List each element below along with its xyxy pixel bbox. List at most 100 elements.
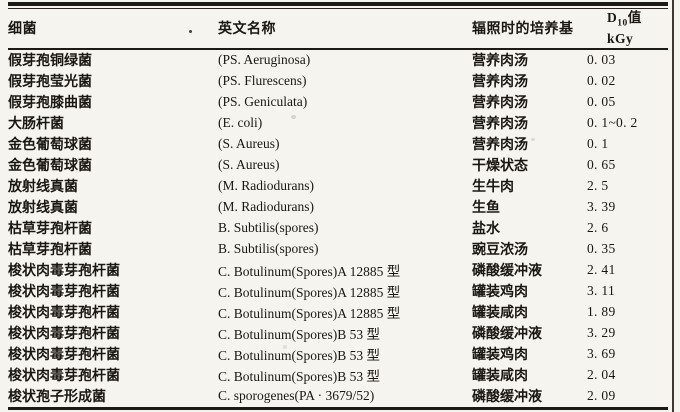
culture-medium-cell: 盐水 (472, 222, 500, 238)
d10-value-cell: 2. 09 (587, 388, 616, 404)
table-row: 梭状孢子形成菌 C. sporogenes(PA · 3679/52) 磷酸缓冲… (8, 386, 668, 409)
bacteria-d10-table: 细菌 英文名称 辐照时的培养基 D10值 kGy 假芽孢铜绿菌 (PS. Aer… (8, 9, 668, 410)
d10-value-cell: 0. 35 (587, 241, 616, 257)
d10-unit-label: kGy (607, 31, 634, 47)
english-name-cell: (PS. Aeruginosa) (218, 52, 311, 68)
table-row: 梭状肉毒芽孢杆菌 C. Botulinum(Spores)A 12885 型 磷… (8, 260, 668, 281)
culture-medium-cell: 罐装咸肉 (472, 306, 528, 322)
top-rule-thick (8, 2, 668, 6)
bacteria-name-cell: 金色葡萄球菌 (8, 138, 92, 154)
table-row: 梭状肉毒芽孢杆菌 C. Botulinum(Spores)B 53 型 罐装咸肉… (8, 365, 668, 386)
table-row: 梭状肉毒芽孢杆菌 C. Botulinum(Spores)B 53 型 磷酸缓冲… (8, 323, 668, 344)
table-row: 假芽孢莹光菌 (PS. Flurescens) 营养肉汤 0. 02 (8, 71, 668, 92)
bacteria-name-cell: 大肠杆菌 (8, 117, 64, 133)
english-name-cell: C. Botulinum(Spores)A 12885 型 (218, 264, 401, 280)
bacteria-name-cell: 梭状肉毒芽孢杆菌 (8, 348, 120, 364)
column-header-english-name: 英文名称 (215, 9, 470, 50)
table-row: 金色葡萄球菌 (S. Aureus) 营养肉汤 0. 1 (8, 134, 668, 155)
d10-value-cell: 2. 04 (587, 367, 616, 383)
table-row: 枯草芽孢杆菌 B. Subtilis(spores) 盐水 2. 6 (8, 218, 668, 239)
table-row: 梭状肉毒芽孢杆菌 C. Botulinum(Spores)B 53 型 罐装鸡肉… (8, 344, 668, 365)
english-name-cell: (M. Radiodurans) (218, 178, 314, 194)
english-name-cell: C. Botulinum(Spores)A 12885 型 (218, 306, 401, 322)
culture-medium-cell: 豌豆浓汤 (472, 243, 528, 259)
d10-value-cell: 0. 1 (587, 136, 609, 152)
culture-medium-cell: 磷酸缓冲液 (472, 390, 542, 406)
table-row: 放射线真菌 (M. Radiodurans) 生牛肉 2. 5 (8, 176, 668, 197)
english-name-cell: B. Subtilis(spores) (218, 241, 319, 257)
bacteria-name-cell: 枯草芽孢杆菌 (8, 243, 92, 259)
english-name-cell: (S. Aureus) (218, 136, 280, 152)
bacteria-name-cell: 金色葡萄球菌 (8, 159, 92, 175)
scan-speck (291, 115, 296, 119)
english-name-cell: (S. Aureus) (218, 157, 280, 173)
culture-medium-cell: 营养肉汤 (472, 54, 528, 70)
d10-value-cell: 0. 03 (587, 52, 616, 68)
culture-medium-cell: 磷酸缓冲液 (472, 327, 542, 343)
bacteria-name-cell: 梭状肉毒芽孢杆菌 (8, 369, 120, 385)
table-row: 梭状肉毒芽孢杆菌 C. Botulinum(Spores)A 12885 型 罐… (8, 281, 668, 302)
culture-medium-cell: 营养肉汤 (472, 75, 528, 91)
d10-value-cell: 1. 89 (587, 304, 616, 320)
culture-medium-cell: 干燥状态 (472, 159, 528, 175)
d10-value-cell: 0. 1~0. 2 (587, 115, 638, 131)
d10-value-cell: 0. 02 (587, 73, 616, 89)
d10-value-cell: 3. 29 (587, 325, 616, 341)
english-name-cell: (PS. Geniculata) (218, 94, 308, 110)
culture-medium-cell: 罐装咸肉 (472, 369, 528, 385)
d10-label: D10值 (607, 10, 642, 29)
d10-value-cell: 3. 39 (587, 199, 616, 215)
bacteria-name-cell: 假芽孢铜绿菌 (8, 54, 92, 70)
culture-medium-cell: 生牛肉 (472, 180, 514, 196)
bacteria-name-cell: 假芽孢莹光菌 (8, 75, 92, 91)
bacteria-name-cell: 梭状肉毒芽孢杆菌 (8, 285, 120, 301)
column-header-d10-kgy: D10值 kGy (587, 9, 668, 50)
table-body: 假芽孢铜绿菌 (PS. Aeruginosa) 营养肉汤 0. 03 假芽孢莹光… (8, 49, 668, 409)
english-name-cell: C. Botulinum(Spores)B 53 型 (218, 348, 381, 364)
english-name-cell: C. Botulinum(Spores)A 12885 型 (218, 285, 401, 301)
english-name-cell: C. Botulinum(Spores)B 53 型 (218, 369, 381, 385)
culture-medium-cell: 罐装鸡肉 (472, 285, 528, 301)
table-row: 枯草芽孢杆菌 B. Subtilis(spores) 豌豆浓汤 0. 35 (8, 239, 668, 260)
top-rule-thin (8, 8, 668, 9)
scan-speck (283, 345, 287, 349)
d10-value-cell: 3. 69 (587, 346, 616, 362)
d10-value-cell: 2. 6 (587, 220, 609, 236)
bacteria-name-cell: 梭状孢子形成菌 (8, 390, 106, 406)
scan-stray-dot-artifact (189, 30, 192, 33)
english-name-cell: C. Botulinum(Spores)B 53 型 (218, 327, 381, 343)
english-name-cell: (E. coli) (218, 115, 263, 131)
culture-medium-cell: 生鱼 (472, 201, 500, 217)
english-name-cell: C. sporogenes(PA · 3679/52) (218, 388, 375, 404)
culture-medium-cell: 营养肉汤 (472, 117, 528, 133)
bacteria-name-cell: 假芽孢膝曲菌 (8, 96, 92, 112)
culture-medium-cell: 磷酸缓冲液 (472, 264, 542, 280)
d10-value-cell: 0. 65 (587, 157, 616, 173)
scan-speck (531, 138, 535, 141)
d10-values-table: 细菌 英文名称 辐照时的培养基 D10值 kGy 假芽孢铜绿菌 (PS. Aer… (8, 2, 668, 410)
column-header-medium: 辐照时的培养基 (470, 9, 587, 50)
bacteria-name-cell: 放射线真菌 (8, 180, 78, 196)
english-name-cell: (M. Radiodurans) (218, 199, 314, 215)
bacteria-name-cell: 放射线真菌 (8, 201, 78, 217)
table-row: 假芽孢铜绿菌 (PS. Aeruginosa) 营养肉汤 0. 03 (8, 49, 668, 71)
d10-value-cell: 3. 11 (587, 283, 615, 299)
english-name-cell: (PS. Flurescens) (218, 73, 307, 89)
bacteria-name-cell: 枯草芽孢杆菌 (8, 222, 92, 238)
d10-value-cell: 2. 41 (587, 262, 616, 278)
bacteria-name-cell: 梭状肉毒芽孢杆菌 (8, 306, 120, 322)
table-row: 放射线真菌 (M. Radiodurans) 生鱼 3. 39 (8, 197, 668, 218)
table-row: 大肠杆菌 (E. coli) 营养肉汤 0. 1~0. 2 (8, 113, 668, 134)
column-header-bacteria: 细菌 (8, 9, 215, 50)
table-header: 细菌 英文名称 辐照时的培养基 D10值 kGy (8, 9, 668, 50)
table-row: 金色葡萄球菌 (S. Aureus) 干燥状态 0. 65 (8, 155, 668, 176)
scan-edge-artifact (672, 0, 674, 412)
bacteria-name-cell: 梭状肉毒芽孢杆菌 (8, 264, 120, 280)
table-row: 梭状肉毒芽孢杆菌 C. Botulinum(Spores)A 12885 型 罐… (8, 302, 668, 323)
bacteria-name-cell: 梭状肉毒芽孢杆菌 (8, 327, 120, 343)
culture-medium-cell: 营养肉汤 (472, 96, 528, 112)
culture-medium-cell: 罐装鸡肉 (472, 348, 528, 364)
table-row: 假芽孢膝曲菌 (PS. Geniculata) 营养肉汤 0. 05 (8, 92, 668, 113)
d10-value-cell: 0. 05 (587, 94, 616, 110)
